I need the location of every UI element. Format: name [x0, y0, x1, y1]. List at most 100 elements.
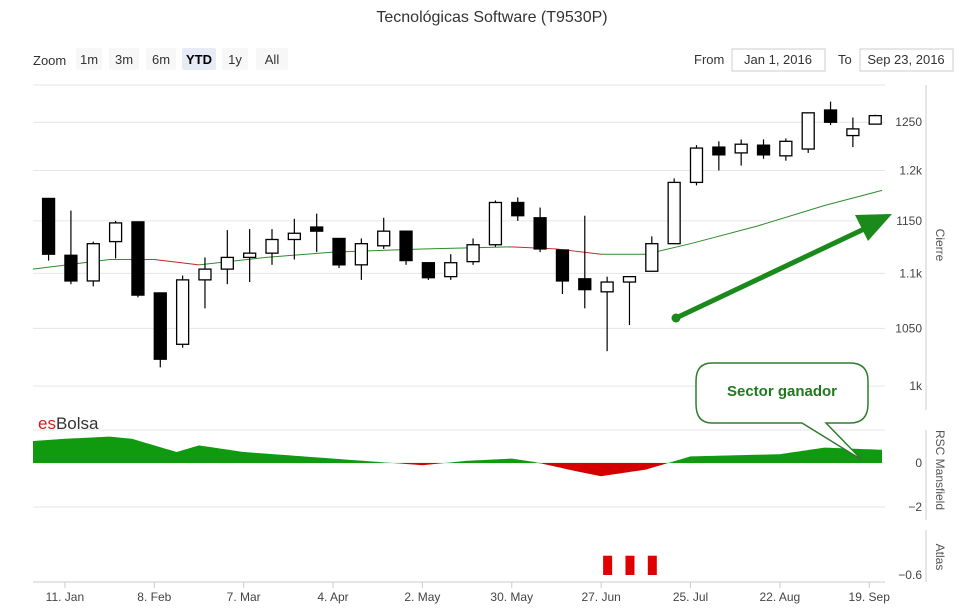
candle-body [779, 140, 793, 157]
x-tick-label: 7. Mar [227, 590, 261, 604]
candle-body [645, 243, 659, 272]
candle [198, 257, 212, 309]
candle [555, 249, 570, 295]
x-tick-label: 30. May [490, 590, 533, 604]
axes: 1k 1050 1.1k 1150 1.2k 1250 Cierre 0 −2 RSC Mansf… [46, 85, 947, 604]
candle-body [578, 278, 592, 291]
x-tick-label: 25. Jul [673, 590, 708, 604]
watermark: esBolsa [38, 414, 99, 433]
candle [108, 220, 123, 259]
candle [354, 238, 369, 280]
zoom-button-ytd[interactable]: YTD [182, 48, 216, 70]
ma-segment [757, 205, 825, 227]
trend-arrow-line [673, 227, 865, 321]
candle-body [41, 197, 56, 255]
candle-body [64, 254, 78, 282]
zoom-button-label: YTD [186, 52, 212, 67]
candle [667, 178, 681, 245]
zoom-button-label: 1m [80, 52, 98, 67]
candle [265, 229, 279, 265]
candle-body [511, 201, 525, 217]
candle-body [846, 128, 860, 137]
zoom-button-1y[interactable]: 1y [222, 48, 248, 70]
trend-arrow [671, 214, 892, 323]
x-tick-label: 27. Jun [581, 590, 620, 604]
to-date-input[interactable] [859, 48, 954, 72]
candle [86, 241, 100, 287]
annotation-callout: Sector ganador [695, 362, 869, 461]
candle-body [868, 114, 882, 125]
zoom-button-bg [222, 48, 248, 70]
candle [220, 230, 234, 285]
candle [622, 275, 637, 326]
x-tick-label: 19. Sep [849, 590, 891, 604]
candle-body [175, 279, 190, 345]
zoom-button-label: 3m [115, 52, 133, 67]
candle [377, 217, 391, 249]
candle-body [265, 238, 279, 254]
candle [868, 114, 882, 125]
price-axis-title: Cierre [933, 229, 947, 262]
x-tick-label: 4. Apr [317, 590, 348, 604]
candle-body [734, 143, 748, 154]
zoom-button-all[interactable]: All [256, 48, 288, 70]
atlas-tick-label: −0.6 [898, 568, 922, 582]
candle [756, 139, 771, 159]
zoom-button-bg [182, 48, 216, 70]
price-tick-label: 1150 [896, 214, 922, 228]
candle-body [488, 201, 503, 246]
atlas-panel [603, 555, 657, 575]
moving-average [32, 189, 883, 270]
zoom-button-1m[interactable]: 1m [76, 48, 102, 70]
candle-body [801, 112, 815, 150]
rsc-negative-area [33, 463, 882, 477]
candle-body [377, 230, 391, 247]
ma-segment [154, 259, 200, 266]
candle [645, 236, 659, 272]
price-tick-label: 1250 [895, 115, 922, 129]
candle-body [421, 262, 436, 279]
from-date-input[interactable] [731, 48, 826, 72]
candle [846, 117, 860, 148]
candle-body [712, 146, 726, 156]
rsc-tick-label: 0 [915, 456, 922, 470]
rsc-positive-area [33, 436, 882, 463]
candle [600, 276, 614, 352]
candle-body [86, 243, 100, 282]
ma-segment [824, 189, 883, 207]
zoom-button-label: 1y [228, 52, 242, 67]
zoom-button-bg [76, 48, 102, 70]
candle-body [198, 268, 212, 281]
trend-arrow-head [855, 214, 892, 241]
candlesticks [41, 101, 882, 368]
candle [421, 262, 436, 280]
atlas-bar [647, 555, 657, 575]
candle [712, 141, 726, 171]
candle-body [243, 252, 257, 259]
candle-body [131, 221, 145, 296]
candle-body [533, 217, 547, 250]
candle [243, 229, 257, 283]
candle-body [108, 222, 123, 243]
zoom-button-3m[interactable]: 3m [109, 48, 139, 70]
zoom-button-bg [109, 48, 139, 70]
candle-body [444, 262, 458, 278]
trend-arrow-start [671, 313, 681, 323]
candle-body [823, 109, 838, 123]
candle [533, 207, 547, 253]
candle [444, 254, 458, 280]
candle-body [399, 230, 413, 262]
to-date-value: Sep 23, 2016 [867, 52, 944, 67]
from-date-value: Jan 1, 2016 [744, 52, 812, 67]
candle [64, 210, 78, 285]
annotation-text: Sector ganador [727, 383, 837, 400]
zoom-controls: Zoom 1m 3m 6m YTD 1y All [33, 48, 288, 70]
zoom-button-6m[interactable]: 6m [146, 48, 176, 70]
candle [578, 215, 592, 309]
x-tick-label: 8. Feb [137, 590, 171, 604]
candle-body [287, 232, 301, 241]
candle [399, 230, 413, 265]
candle-body [667, 181, 681, 245]
rsc-tick-label: −2 [908, 500, 922, 514]
price-tick-label: 1.1k [899, 266, 923, 280]
